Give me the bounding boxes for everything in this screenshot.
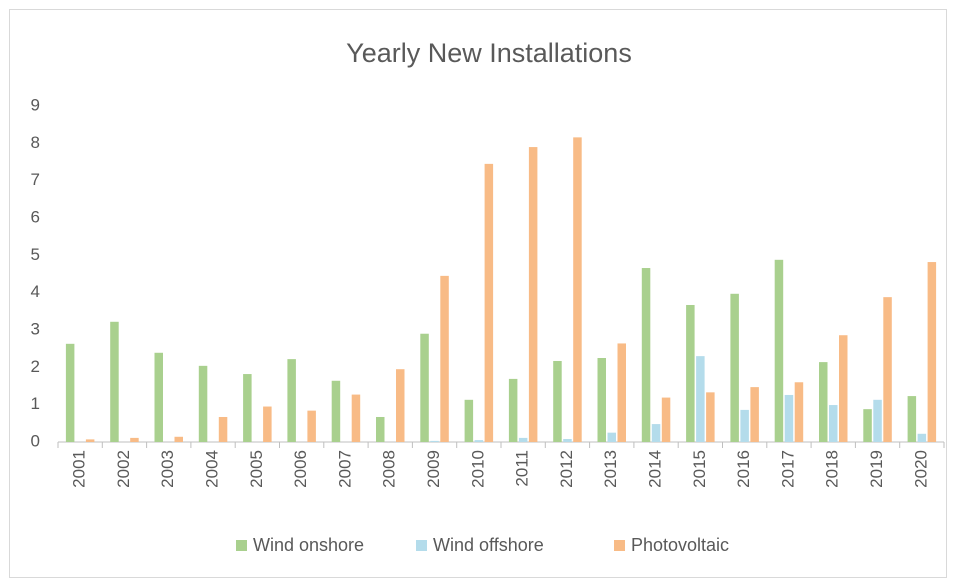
chart-title: Yearly New Installations bbox=[346, 38, 632, 68]
legend-label: Photovoltaic bbox=[631, 535, 729, 555]
bar bbox=[607, 432, 616, 442]
bar bbox=[307, 410, 316, 442]
bar bbox=[528, 147, 538, 443]
bar bbox=[430, 440, 439, 442]
bar bbox=[740, 409, 749, 442]
bar bbox=[696, 356, 705, 442]
x-tick-label: 2010 bbox=[468, 450, 487, 488]
x-tick-label: 2014 bbox=[646, 450, 665, 488]
bar bbox=[661, 397, 671, 442]
bar bbox=[819, 362, 828, 442]
x-tick-label: 2011 bbox=[513, 450, 532, 487]
bar bbox=[154, 352, 163, 442]
bar bbox=[198, 365, 208, 442]
bar bbox=[553, 360, 562, 442]
bar bbox=[218, 416, 228, 442]
bar bbox=[331, 380, 341, 442]
legend-swatch bbox=[416, 540, 427, 551]
x-tick-label: 2012 bbox=[557, 450, 576, 488]
x-tick-label: 2003 bbox=[158, 450, 177, 488]
y-tick-label: 6 bbox=[31, 207, 40, 226]
y-tick-label: 3 bbox=[31, 319, 40, 338]
bar bbox=[85, 439, 95, 442]
x-tick-label: 2001 bbox=[70, 450, 89, 488]
bar bbox=[917, 433, 927, 442]
y-tick-label: 0 bbox=[31, 431, 40, 450]
bar bbox=[376, 416, 385, 442]
bar bbox=[883, 297, 892, 442]
bar bbox=[617, 343, 626, 442]
bar bbox=[829, 405, 838, 442]
y-tick-label: 7 bbox=[31, 170, 40, 189]
x-tick-label: 2002 bbox=[114, 450, 133, 488]
legend-swatch bbox=[236, 540, 247, 551]
bar bbox=[464, 399, 474, 442]
y-tick-label: 2 bbox=[31, 357, 40, 376]
bar bbox=[863, 409, 872, 442]
y-tick-label: 8 bbox=[31, 133, 40, 152]
bar bbox=[518, 437, 528, 442]
legend-swatch bbox=[614, 540, 625, 551]
bar bbox=[839, 335, 848, 442]
bar bbox=[440, 275, 449, 442]
y-tick-label: 1 bbox=[31, 394, 40, 413]
bar bbox=[641, 268, 651, 442]
bar bbox=[130, 437, 139, 442]
x-tick-label: 2005 bbox=[247, 450, 266, 488]
x-tick-label: 2015 bbox=[690, 450, 709, 488]
bar bbox=[474, 440, 484, 442]
bar bbox=[573, 137, 582, 443]
bar bbox=[420, 333, 429, 442]
bar bbox=[774, 259, 784, 442]
bar bbox=[686, 304, 695, 442]
x-tick-label: 2019 bbox=[867, 450, 886, 488]
bar bbox=[794, 382, 804, 442]
legend-label: Wind offshore bbox=[433, 535, 544, 555]
bar bbox=[263, 406, 272, 442]
x-tick-label: 2016 bbox=[734, 450, 753, 488]
bar bbox=[351, 394, 361, 442]
x-tick-label: 2006 bbox=[291, 450, 310, 488]
bar bbox=[110, 321, 119, 442]
bar bbox=[907, 396, 917, 442]
y-tick-label: 9 bbox=[31, 95, 40, 114]
bar bbox=[396, 369, 405, 442]
bar bbox=[706, 392, 715, 442]
x-tick-label: 2020 bbox=[911, 450, 930, 488]
bar bbox=[927, 262, 937, 442]
bar bbox=[287, 359, 296, 442]
bar bbox=[65, 343, 75, 442]
legend-label: Wind onshore bbox=[253, 535, 364, 555]
y-tick-label: 5 bbox=[31, 245, 40, 264]
bar bbox=[873, 399, 882, 442]
bar bbox=[730, 293, 739, 442]
x-tick-label: 2009 bbox=[424, 450, 443, 488]
x-tick-label: 2007 bbox=[335, 450, 354, 488]
bar bbox=[563, 439, 572, 442]
x-tick-label: 2008 bbox=[380, 450, 399, 488]
x-tick-label: 2004 bbox=[203, 450, 222, 488]
bar bbox=[174, 436, 183, 442]
y-tick-label: 4 bbox=[31, 282, 40, 301]
chart-border bbox=[9, 9, 947, 578]
bar bbox=[597, 358, 606, 442]
x-tick-label: 2013 bbox=[601, 450, 620, 488]
bar bbox=[651, 424, 661, 442]
x-tick-label: 2017 bbox=[778, 450, 797, 488]
x-tick-label: 2018 bbox=[823, 450, 842, 488]
bar bbox=[750, 387, 759, 442]
bar bbox=[484, 163, 494, 442]
bar bbox=[784, 394, 794, 442]
bar bbox=[508, 378, 518, 442]
bar bbox=[243, 374, 252, 442]
